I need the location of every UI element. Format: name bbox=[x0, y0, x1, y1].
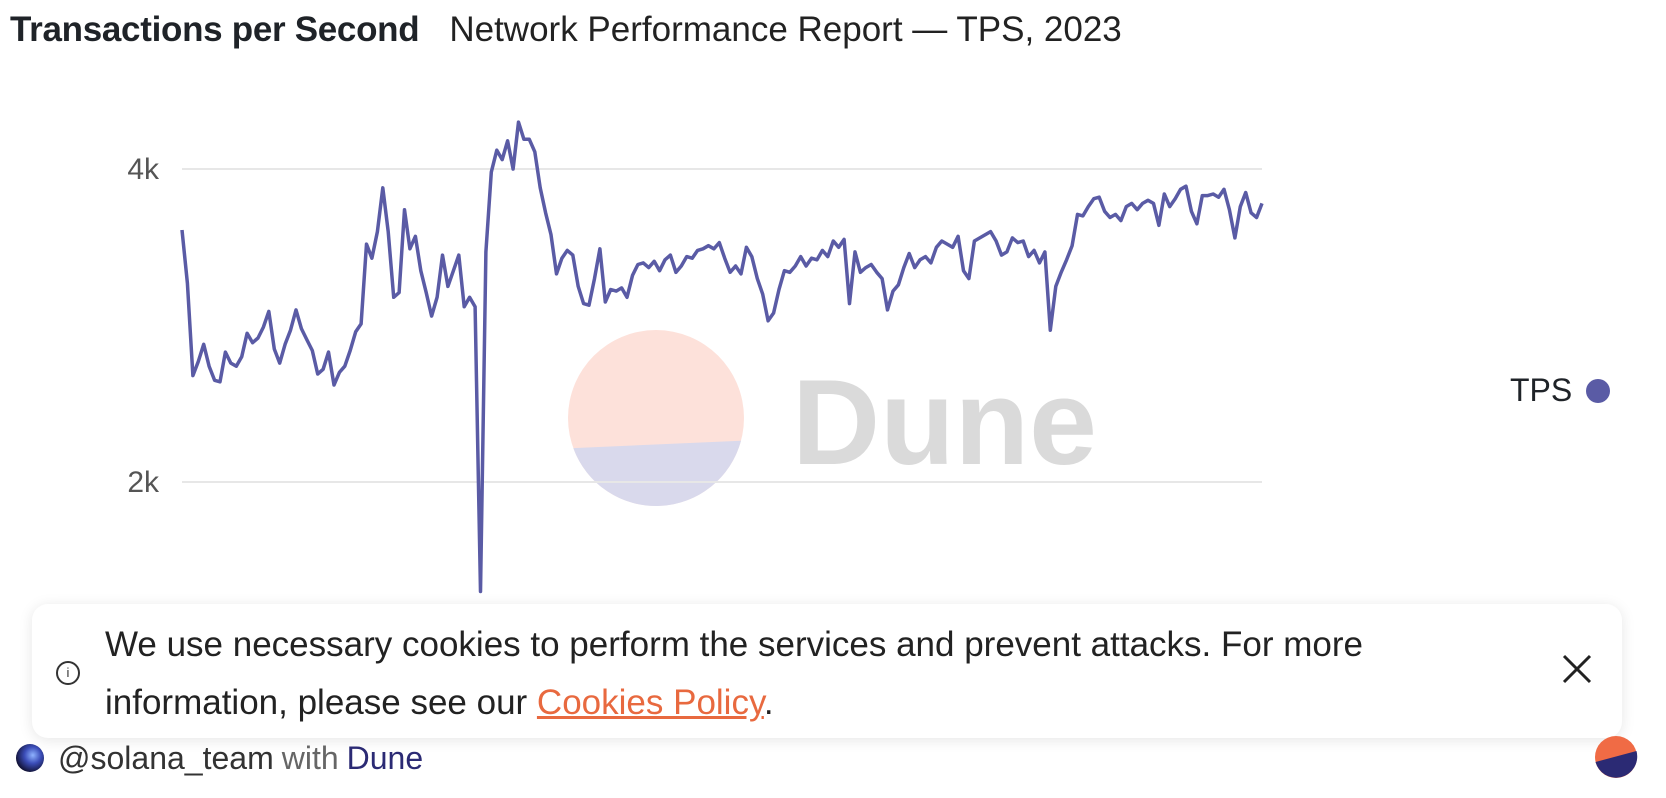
creator-handle[interactable]: @solana_team bbox=[58, 739, 274, 776]
chart-subtitle: Network Performance Report — TPS, 2023 bbox=[449, 10, 1122, 49]
cookie-message-text: We use necessary cookies to perform the … bbox=[105, 625, 1363, 722]
watermark-logo-bottom bbox=[573, 440, 741, 507]
y-tick-label-4k: 4k bbox=[127, 153, 160, 186]
y-axis-ticks: 2k 4k bbox=[127, 153, 160, 499]
cookies-policy-link[interactable]: Cookies Policy bbox=[536, 683, 764, 722]
y-tick-label-2k: 2k bbox=[127, 466, 160, 499]
legend-dot-tps bbox=[1586, 378, 1611, 403]
series-line-tps bbox=[180, 120, 1264, 594]
close-icon[interactable] bbox=[1560, 652, 1594, 686]
dune-watermark: Dune bbox=[568, 330, 1097, 507]
avatar bbox=[16, 744, 44, 772]
cookie-message-end: . bbox=[763, 683, 774, 722]
legend: TPS bbox=[1510, 372, 1611, 409]
series-group bbox=[180, 120, 1264, 594]
footer-brand[interactable]: Dune bbox=[346, 739, 424, 776]
footer-credit: @solana_team with Dune bbox=[16, 738, 423, 778]
watermark-text: Dune bbox=[792, 354, 1097, 490]
legend-label-tps: TPS bbox=[1510, 372, 1573, 408]
chart-title: Transactions per Second bbox=[10, 10, 420, 49]
dune-logo-icon[interactable] bbox=[1594, 735, 1638, 779]
chart-header: Transactions per Second Network Performa… bbox=[10, 8, 1122, 52]
info-icon: i bbox=[56, 661, 80, 685]
cookie-banner: i We use necessary cookies to perform th… bbox=[32, 604, 1622, 738]
footer-with: with bbox=[281, 739, 339, 776]
grid-lines bbox=[182, 168, 1262, 483]
cookie-message: We use necessary cookies to perform the … bbox=[105, 616, 1485, 732]
